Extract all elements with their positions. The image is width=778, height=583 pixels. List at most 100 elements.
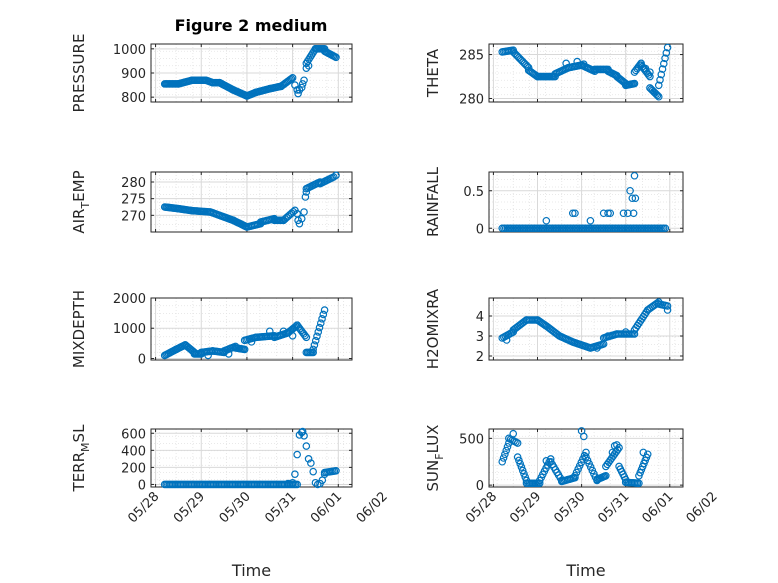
data-point (542, 216, 551, 225)
y-tick-label: 0 (138, 352, 146, 367)
data-point (302, 188, 311, 196)
panel-0: 800 900 1000 PRESSURE (70, 34, 353, 113)
data-point (302, 442, 311, 450)
x-tick-label: 05/29 (171, 489, 208, 526)
data-point (613, 441, 621, 449)
x-tick-label: 05/30 (217, 489, 254, 526)
data-point (293, 450, 301, 459)
data-point (499, 454, 508, 462)
data-point (302, 333, 311, 342)
data-point (606, 209, 615, 218)
data-point (291, 470, 299, 479)
data-point (289, 207, 298, 216)
y-tick-label: 2 (476, 350, 484, 365)
data-point (663, 43, 672, 52)
data-point (513, 453, 522, 461)
data-point (313, 332, 321, 341)
data-point (643, 450, 652, 459)
data-point (288, 331, 297, 340)
data-point (646, 68, 654, 76)
x-tick-label: 05/28 (125, 489, 162, 526)
data-point (297, 214, 306, 223)
x-tick-label: 06/02 (354, 489, 391, 526)
data-point (654, 92, 663, 101)
y-tick-label: 0.5 (463, 185, 484, 200)
data-point (630, 79, 639, 88)
y-tick-label: 4 (476, 310, 484, 325)
data-point (624, 209, 632, 218)
data-point (304, 61, 313, 70)
y-tick-label: 2000 (113, 292, 146, 307)
y-tick-label: 270 (121, 209, 146, 224)
data-point (279, 327, 288, 336)
data-point (646, 72, 654, 81)
data-point (498, 457, 507, 466)
y-tick-label: 1000 (113, 43, 146, 58)
data-point (593, 344, 601, 352)
axes-box (150, 171, 353, 233)
data-point (316, 319, 325, 328)
data-point (293, 480, 301, 489)
y-axis-label: TERRMSL (70, 424, 92, 493)
data-point (652, 90, 661, 99)
data-point (630, 171, 639, 180)
data-point (573, 57, 581, 66)
data-markers (160, 306, 329, 360)
axes-box (488, 297, 684, 361)
data-point (509, 429, 518, 438)
x-tick-label: 05/29 (507, 489, 544, 526)
data-point (318, 315, 326, 323)
data-point (582, 448, 590, 457)
data-point (646, 84, 654, 92)
data-point (517, 463, 526, 471)
grid (151, 429, 352, 487)
data-point (579, 432, 588, 441)
y-tick-label: 275 (121, 193, 146, 208)
data-point (304, 455, 313, 463)
y-tick-label: 800 (121, 91, 146, 106)
y-tick-label: 400 (121, 444, 146, 459)
axes-box (488, 428, 684, 488)
data-point (288, 478, 297, 487)
data-point (631, 194, 640, 203)
data-point (311, 336, 320, 345)
data-point (515, 456, 523, 465)
data-point (626, 186, 634, 195)
y-tick-label: 200 (121, 461, 146, 476)
data-point (651, 89, 659, 97)
data-point (320, 470, 329, 479)
data-point (204, 351, 212, 360)
x-tick-label: 06/01 (639, 489, 676, 526)
data-markers (160, 45, 340, 100)
panel-6: 0 200 400 600 05/28 05/29 05/30 05/31 06/01 06/02… (70, 424, 391, 580)
y-axis-label: RAINFALL (424, 166, 442, 237)
data-markers (498, 43, 672, 101)
data-point (332, 466, 340, 475)
y-axis-label: PRESSURE (70, 34, 88, 113)
data-point (309, 467, 317, 476)
data-point (649, 87, 658, 96)
data-point (320, 306, 329, 314)
data-point (300, 76, 308, 85)
data-point (287, 74, 296, 83)
y-tick-label: 3 (476, 330, 484, 345)
data-point (579, 60, 588, 69)
y-tick-label: 280 (459, 92, 484, 107)
data-point (247, 338, 256, 346)
data-point (659, 59, 668, 68)
data-point (307, 459, 315, 467)
y-tick-label: 500 (459, 432, 484, 447)
panel-3: 0 0.5 RAINFALL (424, 166, 684, 237)
data-point (501, 450, 509, 459)
y-tick-label: 0 (138, 478, 146, 493)
data-point (309, 345, 317, 354)
data-point (332, 53, 340, 62)
data-point (648, 86, 657, 95)
grid (489, 172, 683, 232)
data-point (520, 469, 528, 478)
data-point (298, 427, 307, 436)
data-point (518, 466, 527, 475)
y-tick-label: 0 (476, 479, 484, 494)
